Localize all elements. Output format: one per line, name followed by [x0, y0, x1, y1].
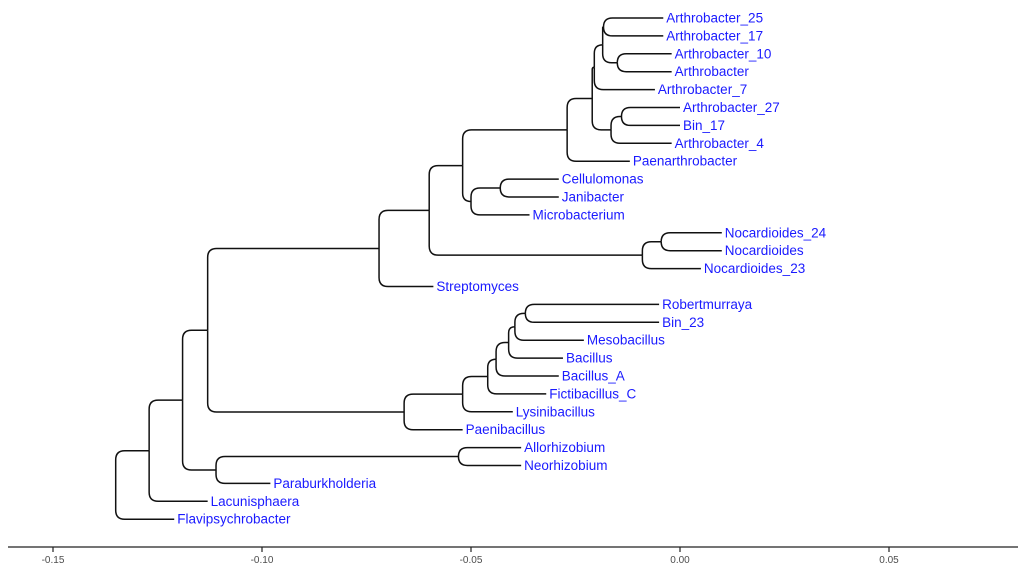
branch-n16-L12 [660, 232, 722, 242]
branch-n21-n22 [507, 326, 515, 343]
leaf-label-arthrobacter-10: Arthrobacter_10 [675, 46, 772, 61]
branch-n4-n5 [378, 209, 430, 249]
leaf-label-allorhizobium: Allorhizobium [524, 440, 605, 455]
branch-n20-L20 [495, 359, 559, 377]
leaf-label-bin-17: Bin_17 [683, 118, 725, 133]
branch-n17-n18 [403, 393, 463, 412]
branch-n26-L25 [457, 456, 522, 467]
branch-n5-n6 [428, 164, 463, 211]
branch-n19-n20 [486, 358, 497, 377]
leaf-label-bacillus-a: Bacillus_A [562, 369, 625, 384]
branch-n3-n17 [206, 330, 405, 413]
branch-n13-L11 [470, 201, 530, 216]
branch-n25-L26 [215, 469, 271, 485]
x-axis: -0.15 -0.10 -0.05 0.00 0.05 [8, 546, 1018, 566]
leaf-label-flavipsychrobacter: Flavipsychrobacter [177, 512, 291, 527]
branch-n26-L24 [457, 446, 522, 457]
branch-n2-n25 [181, 400, 217, 471]
leaf-label-cellulomonas: Cellulomonas [562, 172, 644, 187]
branch-n9-n10 [593, 44, 603, 68]
branch-n8-n12 [591, 98, 612, 131]
branch-n1-L27 [148, 450, 208, 503]
branch-n4-L15 [378, 248, 434, 288]
branch-n3-n4 [206, 247, 380, 331]
branch-n5-n15 [428, 210, 643, 256]
branch-n16-L13 [660, 241, 722, 252]
leaf-labels: Arthrobacter_25 Arthrobacter_17 Arthrobact… [177, 11, 826, 527]
branch-n15-L14 [641, 255, 701, 270]
branch-n9-L4 [593, 67, 655, 91]
branch-n18-n19 [461, 375, 488, 395]
branch-n13-n14 [470, 187, 501, 202]
branch-lines [114, 17, 722, 520]
branch-n12b-L5 [620, 106, 680, 117]
branch-root-n1 [114, 449, 150, 485]
x-tick-label: 0.00 [670, 555, 690, 566]
branch-n7-n8 [566, 97, 593, 130]
branch-n2-n3 [181, 329, 208, 401]
leaf-label-nocardioides: Nocardioides [725, 243, 804, 258]
x-tick-label: -0.15 [42, 555, 65, 566]
branch-root-L28 [114, 484, 175, 520]
branch-n21-L19 [507, 342, 563, 359]
leaf-label-arthrobacter: Arthrobacter [675, 64, 750, 79]
branch-n20-n21 [495, 341, 509, 360]
leaf-label-arthrobacter-17: Arthrobacter_17 [666, 28, 763, 43]
branch-n18-L22 [461, 394, 513, 413]
branch-n12-L7 [610, 129, 672, 145]
branch-n12-n12b [610, 115, 622, 130]
branch-n23-L17 [524, 313, 660, 324]
leaf-label-streptomyces: Streptomyces [436, 279, 519, 294]
leaf-label-janibacter: Janibacter [562, 190, 625, 205]
leaf-label-paenarthrobacter: Paenarthrobacter [633, 154, 738, 169]
branch-n6-n7 [461, 129, 568, 166]
branch-n11b-L2 [616, 53, 672, 63]
x-tick-label: -0.10 [251, 555, 274, 566]
branch-n14-L10 [499, 188, 559, 198]
branch-n7-L8 [566, 129, 630, 162]
leaf-label-arthrobacter-7: Arthrobacter_7 [658, 82, 747, 97]
leaf-label-arthrobacter-27: Arthrobacter_27 [683, 100, 780, 115]
leaf-label-mesobacillus: Mesobacillus [587, 333, 665, 348]
leaf-label-paenibacillus: Paenibacillus [466, 422, 546, 437]
leaf-label-robertmurraya: Robertmurraya [662, 297, 753, 312]
x-tick-label: -0.05 [460, 555, 483, 566]
leaf-label-paraburkholderia: Paraburkholderia [273, 476, 376, 491]
branch-n25-n26 [215, 455, 459, 470]
leaf-label-fictibacillus-c: Fictibacillus_C [549, 386, 636, 401]
x-tick-label: 0.05 [879, 555, 899, 566]
branch-n23-L16 [524, 303, 660, 314]
branch-n14-L9 [499, 178, 559, 189]
leaf-label-arthrobacter-25: Arthrobacter_25 [666, 11, 763, 26]
leaf-label-microbacterium: Microbacterium [533, 207, 625, 222]
leaf-label-bacillus: Bacillus [566, 351, 613, 366]
branch-n6-n13 [461, 165, 472, 203]
branch-n10-n11b [601, 44, 618, 64]
leaf-label-lacunisphaera: Lacunisphaera [211, 494, 300, 509]
branch-n17-L23 [403, 411, 463, 431]
branch-n1-n2 [148, 399, 183, 451]
leaf-label-arthrobacter-4: Arthrobacter_4 [675, 136, 765, 151]
branch-n11-L0 [602, 17, 664, 27]
leaf-label-lysinibacillus: Lysinibacillus [516, 404, 595, 419]
branch-n11b-L3 [616, 62, 672, 73]
leaf-label-nocardioides-24: Nocardioides_24 [725, 225, 827, 240]
branch-n22-n23 [514, 312, 526, 327]
branch-n15-n16 [641, 241, 662, 256]
x-axis-ticks: -0.15 -0.10 -0.05 0.00 0.05 [42, 547, 899, 566]
leaf-label-neorhizobium: Neorhizobium [524, 458, 607, 473]
leaf-label-nocardioides-23: Nocardioides_23 [704, 261, 805, 276]
branch-n19-L21 [486, 376, 547, 395]
branch-n22-L18 [514, 326, 584, 341]
leaf-label-bin-23: Bin_23 [662, 315, 704, 330]
branch-n12b-L6 [620, 116, 680, 127]
branch-n11-L1 [602, 26, 664, 37]
